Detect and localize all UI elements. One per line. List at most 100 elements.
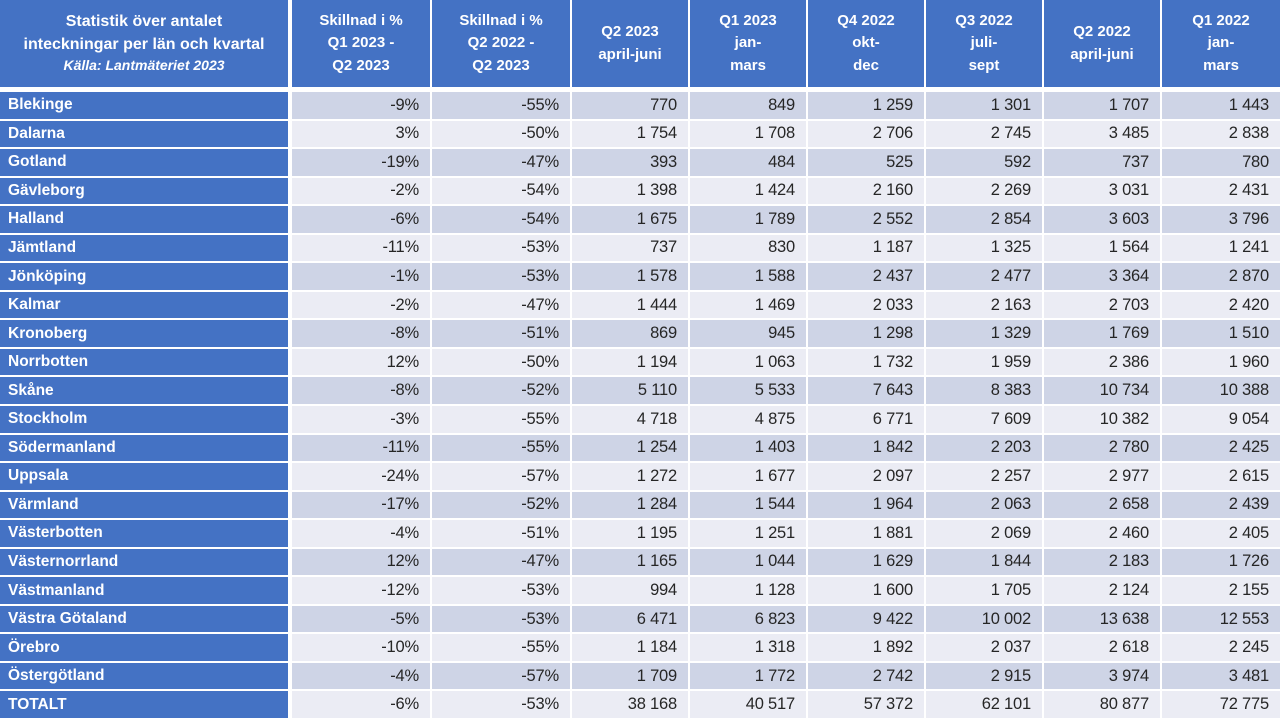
- value-cell: 1 705: [926, 577, 1044, 606]
- row-label: Örebro: [0, 634, 292, 663]
- value-cell: 3 603: [1044, 206, 1162, 235]
- value-cell: 780: [1162, 149, 1280, 178]
- value-cell: 7 609: [926, 405, 1044, 435]
- value-cell: 484: [690, 149, 808, 178]
- value-cell: -50%: [432, 120, 572, 150]
- value-cell: 994: [572, 577, 690, 606]
- row-label: Dalarna: [0, 120, 292, 150]
- value-cell: 737: [572, 234, 690, 264]
- value-cell: -3%: [292, 405, 432, 435]
- column-header-line: Q1 2023: [719, 11, 777, 29]
- value-cell: -47%: [432, 149, 572, 178]
- value-cell: 2 915: [926, 662, 1044, 692]
- value-cell: 2 124: [1044, 577, 1162, 606]
- value-cell: 2 033: [808, 291, 926, 321]
- row-label: Jönköping: [0, 263, 292, 292]
- value-cell: 62 101: [926, 691, 1044, 720]
- value-cell: 2 618: [1044, 634, 1162, 663]
- value-cell: -2%: [292, 177, 432, 207]
- value-cell: 6 771: [808, 405, 926, 435]
- value-cell: 5 110: [572, 377, 690, 406]
- value-cell: -6%: [292, 206, 432, 235]
- value-cell: 1 444: [572, 291, 690, 321]
- column-header-line: Q2 2022 -: [467, 34, 535, 52]
- column-header: Q2 2022 april-juni: [1044, 0, 1162, 92]
- value-cell: 2 706: [808, 120, 926, 150]
- value-cell: 1 301: [926, 92, 1044, 121]
- value-cell: 1 881: [808, 520, 926, 549]
- value-cell: -52%: [432, 377, 572, 406]
- value-cell: 2 615: [1162, 463, 1280, 492]
- value-cell: -1%: [292, 263, 432, 292]
- value-cell: 2 257: [926, 463, 1044, 492]
- value-cell: 1 544: [690, 491, 808, 521]
- value-cell: 393: [572, 149, 690, 178]
- value-cell: 38 168: [572, 691, 690, 720]
- value-cell: 13 638: [1044, 605, 1162, 635]
- value-cell: 7 643: [808, 377, 926, 406]
- column-header-line: Skillnad i %: [459, 11, 543, 29]
- value-cell: 1 588: [690, 263, 808, 292]
- page-title-line1: Statistik över antalet: [65, 13, 223, 31]
- value-cell: 3%: [292, 120, 432, 150]
- value-cell: -47%: [432, 291, 572, 321]
- value-cell: 4 718: [572, 405, 690, 435]
- row-label: Blekinge: [0, 92, 292, 121]
- value-cell: -53%: [432, 263, 572, 292]
- row-label: TOTALT: [0, 691, 292, 720]
- value-cell: -12%: [292, 577, 432, 606]
- value-cell: 1 063: [690, 348, 808, 378]
- value-cell: 12%: [292, 348, 432, 378]
- column-header: Q1 2023 jan-mars: [690, 0, 808, 92]
- value-cell: 1 754: [572, 120, 690, 150]
- value-cell: 1 892: [808, 634, 926, 663]
- column-header-line: Q1 2023 -: [327, 34, 395, 52]
- column-header: Q4 2022 okt-dec: [808, 0, 926, 92]
- value-cell: -17%: [292, 491, 432, 521]
- value-cell: -19%: [292, 149, 432, 178]
- value-cell: 1 184: [572, 634, 690, 663]
- column-header-line: jan-: [734, 34, 762, 52]
- value-cell: 12%: [292, 548, 432, 578]
- row-label: Gotland: [0, 149, 292, 178]
- value-cell: 1 403: [690, 434, 808, 464]
- value-cell: 1 564: [1044, 234, 1162, 264]
- value-cell: 2 163: [926, 291, 1044, 321]
- value-cell: 1 709: [572, 662, 690, 692]
- column-header: Q2 2023 april-juni: [572, 0, 690, 92]
- value-cell: -6%: [292, 691, 432, 720]
- value-cell: 849: [690, 92, 808, 121]
- value-cell: 1 707: [1044, 92, 1162, 121]
- value-cell: 1 726: [1162, 548, 1280, 578]
- value-cell: 2 431: [1162, 177, 1280, 207]
- column-header-line: Q1 2022: [1192, 11, 1250, 29]
- value-cell: -55%: [432, 405, 572, 435]
- value-cell: -52%: [432, 491, 572, 521]
- row-label: Västra Götaland: [0, 605, 292, 635]
- row-label: Jämtland: [0, 234, 292, 264]
- value-cell: 1 732: [808, 348, 926, 378]
- column-header-line: dec: [853, 56, 879, 74]
- value-cell: 4 875: [690, 405, 808, 435]
- value-cell: 57 372: [808, 691, 926, 720]
- row-label: Östergötland: [0, 662, 292, 692]
- value-cell: 1 578: [572, 263, 690, 292]
- value-cell: -53%: [432, 234, 572, 264]
- value-cell: 9 054: [1162, 405, 1280, 435]
- row-label: Västernorrland: [0, 548, 292, 578]
- value-cell: -57%: [432, 662, 572, 692]
- value-cell: 2 477: [926, 263, 1044, 292]
- value-cell: 10 002: [926, 605, 1044, 635]
- column-header-line: Q3 2022: [955, 11, 1013, 29]
- value-cell: 2 742: [808, 662, 926, 692]
- value-cell: 3 974: [1044, 662, 1162, 692]
- row-label: Värmland: [0, 491, 292, 521]
- value-cell: 1 194: [572, 348, 690, 378]
- value-cell: 2 386: [1044, 348, 1162, 378]
- value-cell: 1 769: [1044, 320, 1162, 349]
- value-cell: 3 364: [1044, 263, 1162, 292]
- value-cell: 1 469: [690, 291, 808, 321]
- value-cell: 2 745: [926, 120, 1044, 150]
- value-cell: -51%: [432, 320, 572, 349]
